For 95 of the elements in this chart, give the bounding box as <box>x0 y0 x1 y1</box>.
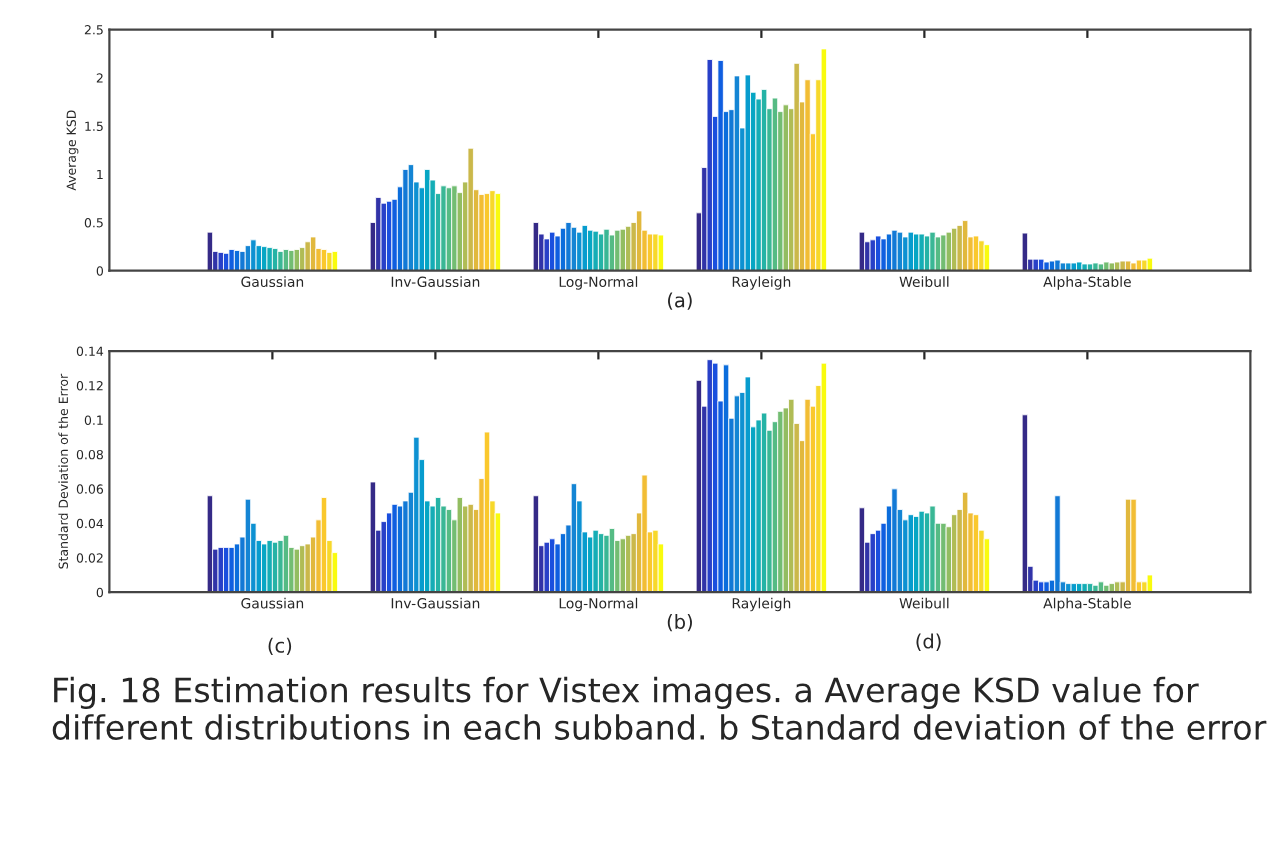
bar <box>440 505 447 593</box>
bar <box>266 247 273 271</box>
bar <box>717 60 724 271</box>
bar <box>657 234 664 271</box>
bar <box>239 251 246 271</box>
bar <box>456 497 463 593</box>
bar <box>744 74 751 271</box>
bar <box>983 244 990 271</box>
bar <box>636 210 643 271</box>
bar <box>820 362 827 593</box>
bar <box>918 510 925 593</box>
bar <box>581 224 588 271</box>
bar <box>217 251 224 271</box>
bar <box>744 376 751 593</box>
bar <box>755 419 762 593</box>
bar <box>402 500 409 593</box>
bar <box>907 514 914 593</box>
bar <box>1054 495 1061 593</box>
bar <box>641 474 648 593</box>
text: (c) <box>268 637 292 656</box>
bar <box>467 503 474 593</box>
bar <box>619 228 626 271</box>
bar <box>1146 574 1153 593</box>
bar <box>603 228 610 271</box>
bar <box>804 79 811 271</box>
bar <box>820 48 827 271</box>
bar <box>782 104 789 271</box>
bar <box>1081 263 1088 271</box>
bar <box>983 538 990 593</box>
bar <box>217 547 224 593</box>
bar <box>1070 262 1077 271</box>
bar <box>945 231 952 271</box>
bar <box>304 543 311 593</box>
bar <box>706 59 713 271</box>
bar <box>331 251 339 271</box>
bar <box>293 548 300 593</box>
bar <box>565 222 572 271</box>
bar <box>304 241 311 271</box>
bar <box>1119 260 1126 271</box>
bar <box>929 505 936 593</box>
bar <box>1146 257 1153 271</box>
bar <box>652 233 659 271</box>
bar <box>918 233 925 271</box>
bar <box>310 236 317 271</box>
bar <box>1043 581 1050 593</box>
bar <box>1021 414 1029 593</box>
bar <box>228 547 235 593</box>
bar <box>592 230 599 271</box>
bar <box>956 224 963 271</box>
bar <box>619 538 626 593</box>
bar <box>478 194 485 271</box>
text: (d) <box>916 633 941 651</box>
bar <box>1032 258 1039 271</box>
bar <box>1021 232 1029 271</box>
bar <box>277 251 284 271</box>
bar <box>380 202 387 271</box>
bar <box>391 503 398 593</box>
bar <box>543 541 550 593</box>
bar <box>293 249 300 271</box>
bar <box>494 193 502 271</box>
bar <box>489 190 496 271</box>
bar <box>907 231 914 271</box>
bar <box>652 529 659 593</box>
bar <box>1043 261 1050 271</box>
bar <box>793 62 800 271</box>
bar <box>929 231 936 271</box>
x-axis-title: (a) <box>668 292 692 310</box>
bar <box>869 533 876 593</box>
bar <box>1092 262 1099 271</box>
bar <box>603 534 610 593</box>
bar <box>429 505 436 593</box>
bar <box>228 249 235 271</box>
bar <box>266 540 273 593</box>
bar <box>1130 498 1137 593</box>
bar <box>1108 262 1115 271</box>
bar <box>891 229 898 271</box>
bar <box>467 147 474 271</box>
bar <box>402 169 409 271</box>
bar <box>1130 262 1137 271</box>
bar <box>869 239 876 271</box>
bar <box>880 238 887 271</box>
bar <box>543 238 550 271</box>
bar <box>554 235 561 271</box>
bar <box>326 251 333 271</box>
bar <box>804 398 811 593</box>
bar <box>891 488 898 593</box>
bar <box>592 529 599 593</box>
bar <box>277 540 284 593</box>
bar <box>706 359 713 593</box>
x-axis-title: (b) <box>667 613 692 632</box>
bar <box>255 245 262 271</box>
bar <box>440 185 447 271</box>
bar <box>782 407 789 593</box>
caption: Fig. 18 Estimation results for Vistex images. a Average KSD value for different distributions in each subband. b Standard deviation of the error <box>52 676 1267 740</box>
bar <box>1054 259 1061 271</box>
